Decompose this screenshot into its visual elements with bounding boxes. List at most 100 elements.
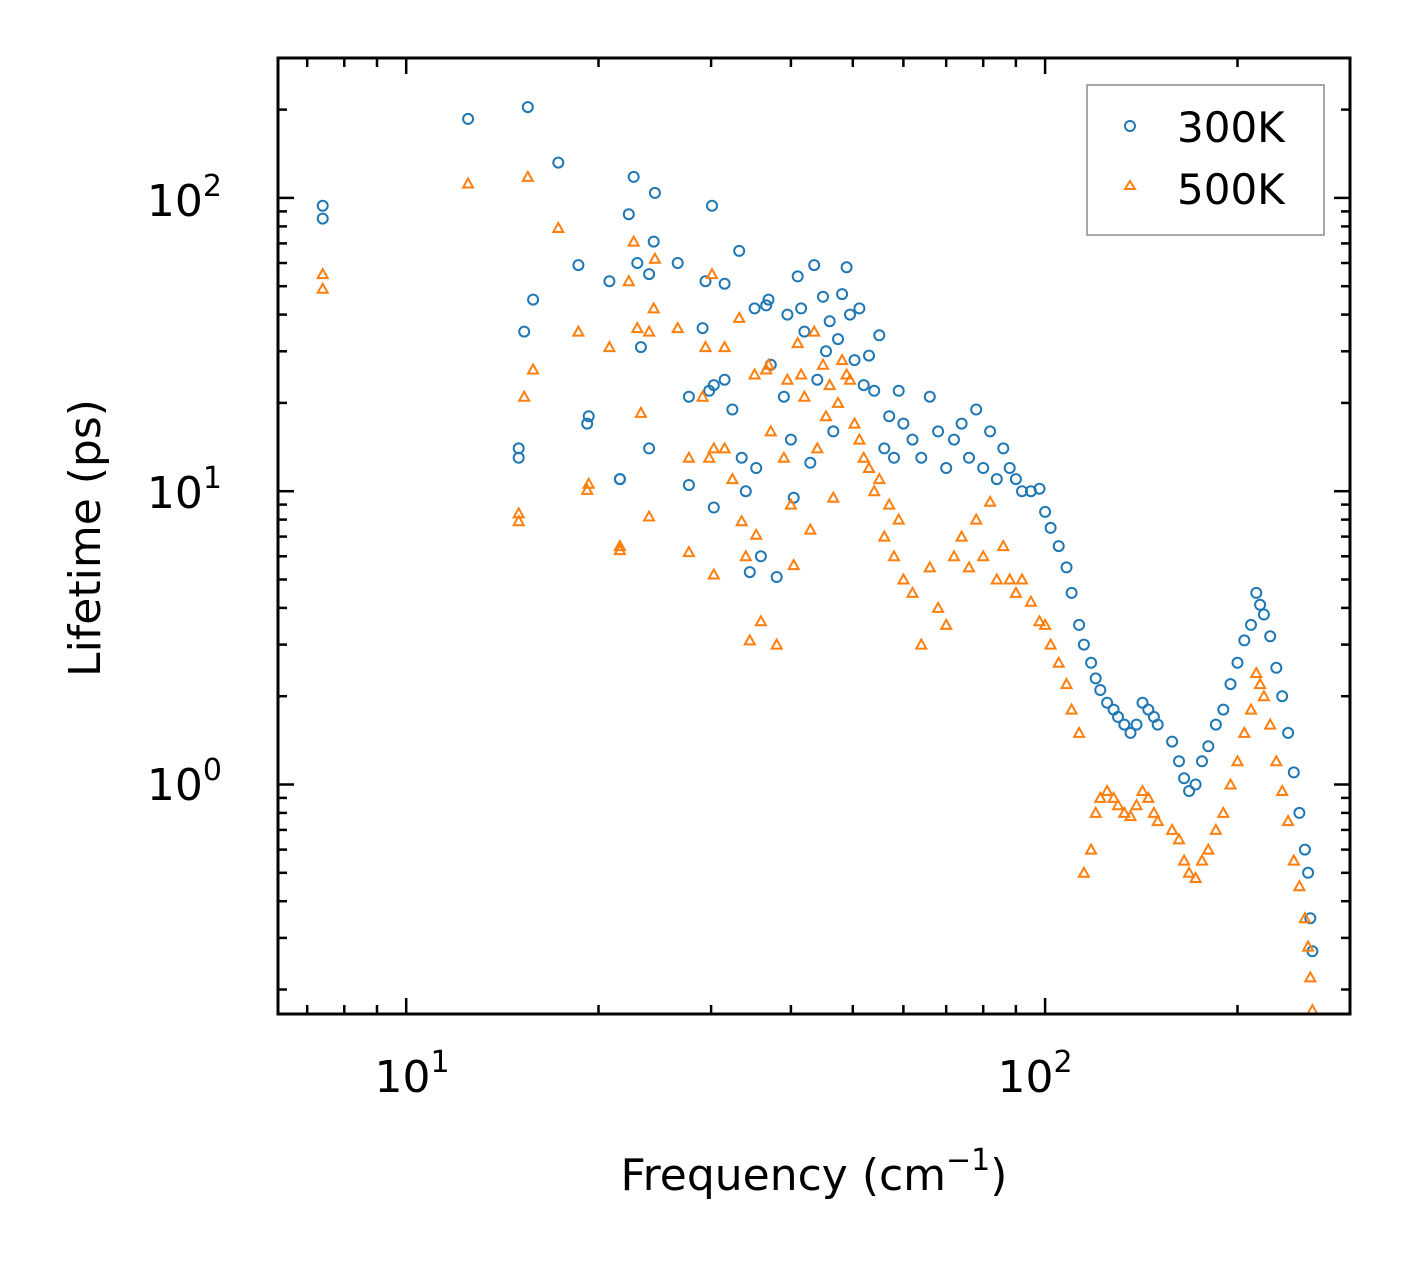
- data-point-500k-14: [613, 543, 627, 556]
- data-point-300k-9: [572, 259, 585, 272]
- data-point-500k-23: [671, 321, 685, 334]
- legend-box: [1086, 84, 1325, 236]
- data-point-300k-16: [627, 170, 640, 183]
- data-point-300k-25: [682, 479, 695, 491]
- data-point-500k-13: [613, 539, 627, 552]
- data-point-500k-133: [1287, 853, 1301, 866]
- data-point-300k-41: [754, 550, 767, 563]
- data-point-500k-109: [1135, 783, 1150, 796]
- data-point-500k-128: [1257, 689, 1271, 702]
- data-point-500k-37: [739, 549, 753, 562]
- data-point-500k-33: [717, 340, 732, 353]
- data-point-300k-97: [1065, 586, 1078, 599]
- data-point-300k-19: [643, 268, 656, 281]
- data-point-500k-51: [794, 367, 808, 380]
- data-point-300k-121: [1217, 703, 1230, 716]
- data-point-500k-91: [1024, 594, 1038, 607]
- data-point-500k-89: [1009, 585, 1023, 598]
- data-point-300k-127: [1254, 598, 1267, 611]
- data-point-500k-122: [1223, 777, 1238, 790]
- data-point-500k-108: [1129, 798, 1144, 811]
- data-point-300k-83: [970, 403, 983, 416]
- data-point-500k-55: [810, 441, 824, 454]
- data-point-500k-64: [847, 416, 862, 429]
- data-point-300k-72: [888, 451, 900, 464]
- legend-marker-500k: [1123, 179, 1137, 190]
- data-point-500k-50: [791, 336, 805, 349]
- data-point-500k-104: [1106, 790, 1121, 803]
- data-point-300k-48: [784, 433, 797, 446]
- y-tick-label-10-2: 102: [147, 169, 222, 227]
- data-point-300k-110: [1142, 703, 1155, 716]
- data-point-300k-39: [748, 302, 761, 315]
- data-point-300k-87: [997, 442, 1010, 455]
- data-point-500k-49: [787, 558, 801, 571]
- data-point-500k-32: [717, 441, 732, 454]
- data-point-300k-62: [840, 261, 853, 274]
- data-point-500k-74: [896, 572, 911, 585]
- data-point-500k-70: [877, 529, 891, 542]
- data-point-300k-107: [1124, 726, 1137, 739]
- data-point-500k-81: [954, 529, 969, 542]
- data-point-500k-79: [939, 617, 953, 630]
- data-point-300k-109: [1136, 696, 1149, 709]
- data-point-300k-103: [1101, 696, 1114, 709]
- data-point-300k-106: [1118, 718, 1131, 731]
- data-point-500k-24: [682, 450, 696, 463]
- data-point-300k-15: [622, 208, 635, 221]
- data-point-500k-85: [983, 494, 997, 507]
- data-point-300k-67: [863, 349, 875, 362]
- data-point-500k-113: [1165, 822, 1179, 835]
- data-point-300k-10: [582, 410, 595, 423]
- data-point-500k-136: [1301, 939, 1315, 952]
- data-point-500k-65: [852, 432, 867, 445]
- legend-marker-300k: [1124, 120, 1136, 132]
- data-point-300k-85: [984, 425, 997, 438]
- data-point-500k-135: [1298, 911, 1312, 924]
- data-point-500k-86: [990, 572, 1004, 585]
- data-point-300k-92: [1033, 482, 1046, 495]
- data-point-500k-99: [1077, 865, 1091, 878]
- data-point-500k-17: [630, 321, 644, 334]
- data-point-300k-73: [892, 384, 905, 397]
- data-point-300k-22: [643, 442, 656, 455]
- series-500k: [316, 169, 1320, 1016]
- data-point-300k-108: [1130, 718, 1143, 731]
- data-point-300k-135: [1298, 843, 1311, 856]
- data-point-500k-35: [732, 310, 746, 323]
- data-point-500k-98: [1072, 725, 1086, 738]
- data-point-300k-32: [718, 373, 731, 386]
- data-point-300k-45: [770, 571, 783, 583]
- data-point-300k-69: [873, 329, 886, 342]
- data-point-500k-123: [1230, 754, 1245, 767]
- data-point-300k-133: [1287, 766, 1300, 779]
- data-point-300k-23: [671, 257, 684, 269]
- data-point-300k-27: [699, 275, 712, 288]
- data-point-500k-105: [1111, 798, 1125, 811]
- data-point-300k-24: [682, 390, 695, 403]
- data-point-300k-84: [977, 462, 990, 474]
- data-point-300k-66: [857, 379, 870, 392]
- data-point-500k-7: [517, 389, 531, 402]
- data-point-300k-115: [1178, 772, 1191, 785]
- data-point-300k-42: [760, 299, 773, 312]
- legend: 300K 500K: [1086, 84, 1325, 236]
- data-point-300k-46: [777, 390, 790, 403]
- data-point-500k-77: [923, 560, 937, 573]
- data-point-500k-43: [761, 357, 776, 370]
- data-point-300k-98: [1073, 618, 1086, 631]
- data-point-300k-43: [762, 293, 775, 306]
- data-point-300k-81: [955, 417, 968, 430]
- data-point-500k-6: [512, 514, 526, 527]
- data-point-500k-67: [862, 460, 876, 473]
- legend-label-500k: 500K: [1177, 165, 1286, 214]
- data-point-300k-78: [932, 425, 945, 438]
- data-point-500k-80: [947, 549, 961, 562]
- data-point-500k-95: [1052, 655, 1066, 668]
- data-point-300k-47: [781, 308, 794, 321]
- data-point-500k-69: [872, 472, 886, 485]
- data-point-500k-127: [1253, 677, 1267, 690]
- data-point-500k-31: [707, 567, 721, 580]
- data-point-300k-129: [1264, 630, 1277, 643]
- data-point-300k-60: [832, 333, 844, 346]
